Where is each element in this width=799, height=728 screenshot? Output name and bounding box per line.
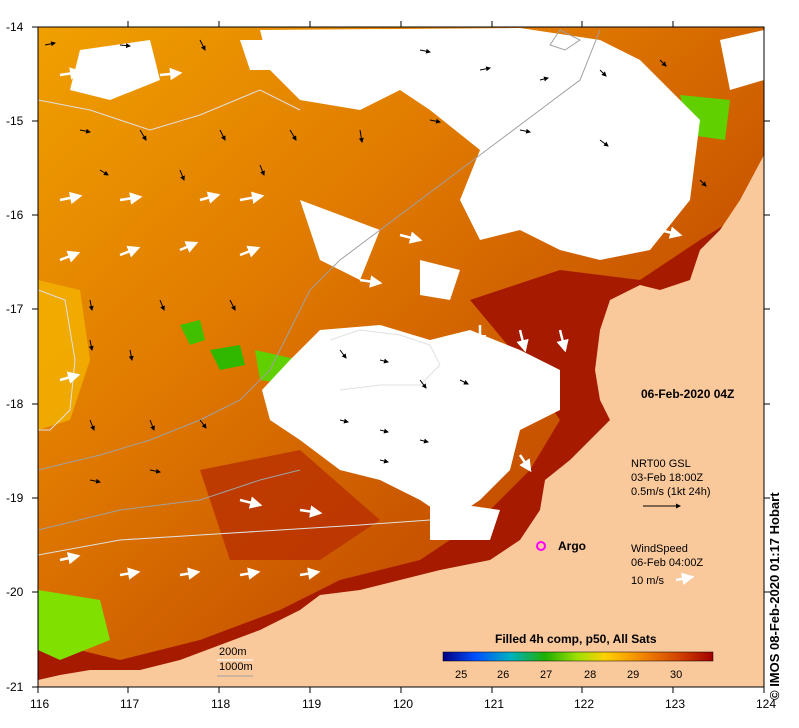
svg-text:NRT00 GSL: NRT00 GSL — [631, 458, 691, 470]
contour-legend: 200m 1000m — [217, 646, 253, 677]
svg-text:30: 30 — [670, 669, 682, 681]
argo-float-marker — [536, 541, 546, 551]
colorbar-ramp — [442, 651, 714, 662]
svg-text:116: 116 — [30, 697, 49, 711]
wind-legend: WindSpeed 06-Feb 04:00Z 10 m/s — [631, 543, 703, 587]
svg-text:26: 26 — [497, 669, 509, 681]
y-axis: -14 -15 -16 -17 -18 -19 -20 -21 — [6, 20, 770, 694]
svg-text:119: 119 — [302, 697, 321, 711]
svg-text:124: 124 — [756, 697, 776, 711]
colorbar: Filled 4h comp, p50, All Sats 25 26 27 2… — [442, 632, 714, 681]
svg-text:0.5m/s (1kt 24h): 0.5m/s (1kt 24h) — [631, 486, 710, 498]
svg-text:120: 120 — [393, 697, 413, 711]
map-date-label: 06-Feb-2020 04Z — [641, 387, 734, 401]
land-mass — [38, 155, 764, 687]
svg-text:-19: -19 — [6, 491, 24, 505]
svg-text:117: 117 — [120, 697, 139, 711]
svg-text:121: 121 — [484, 697, 504, 711]
svg-text:1000m: 1000m — [219, 661, 253, 673]
svg-text:122: 122 — [574, 697, 594, 711]
svg-text:-17: -17 — [6, 302, 24, 316]
svg-text:29: 29 — [627, 669, 639, 681]
svg-text:-18: -18 — [6, 397, 24, 411]
svg-text:27: 27 — [540, 669, 552, 681]
current-vectors — [44, 39, 707, 484]
cool-water-west — [38, 280, 90, 430]
wind-vectors — [59, 67, 683, 580]
svg-text:-20: -20 — [6, 585, 24, 599]
svg-text:WindSpeed: WindSpeed — [631, 543, 688, 555]
bathymetry-contours — [38, 29, 601, 556]
svg-text:-16: -16 — [6, 208, 24, 222]
svg-text:Filled 4h comp, p50, All Sats: Filled 4h comp, p50, All Sats — [495, 632, 657, 646]
current-legend: NRT00 GSL 03-Feb 18:00Z 0.5m/s (1kt 24h) — [631, 458, 710, 509]
credit-label: © IMOS 08-Feb-2020 01:17 Hobart — [767, 492, 782, 700]
svg-text:-14: -14 — [6, 20, 24, 34]
argo-label: Argo — [558, 539, 586, 553]
svg-text:-15: -15 — [6, 114, 24, 128]
svg-text:10 m/s: 10 m/s — [631, 575, 665, 587]
svg-text:28: 28 — [584, 669, 596, 681]
x-axis: 116 117 118 119 120 121 122 123 124 — [30, 21, 776, 711]
cloud-mask — [70, 28, 764, 540]
svg-text:200m: 200m — [219, 646, 247, 658]
svg-text:03-Feb 18:00Z: 03-Feb 18:00Z — [631, 472, 703, 484]
svg-text:25: 25 — [455, 669, 467, 681]
svg-text:118: 118 — [211, 697, 230, 711]
svg-text:123: 123 — [665, 697, 685, 711]
svg-text:-21: -21 — [6, 680, 24, 694]
svg-text:06-Feb 04:00Z: 06-Feb 04:00Z — [631, 557, 703, 569]
